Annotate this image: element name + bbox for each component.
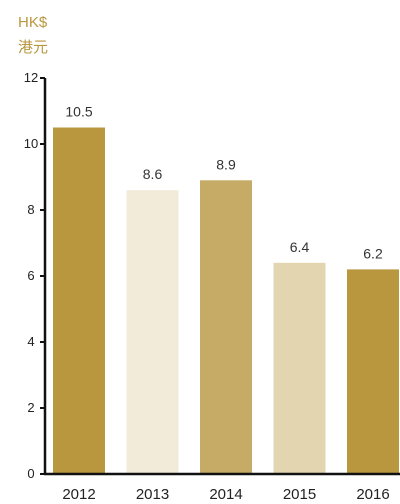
y-tick-label-8: 8 — [27, 202, 34, 217]
bar-2016 — [347, 269, 399, 474]
data-label-2015: 6.4 — [290, 239, 310, 255]
bar-2014 — [200, 180, 252, 475]
bar-2013 — [126, 190, 179, 474]
data-label-2016: 6.2 — [363, 245, 383, 261]
y-tick-label-2: 2 — [27, 400, 34, 415]
y-tick-label-6: 6 — [27, 268, 34, 283]
x-tick-label-2015: 2015 — [283, 486, 316, 503]
y-tick-label-4: 4 — [27, 334, 34, 349]
data-label-2014: 8.9 — [216, 156, 236, 172]
x-tick-label-2013: 2013 — [136, 486, 169, 503]
bar-2015 — [273, 262, 326, 474]
x-tick-label-2016: 2016 — [356, 486, 389, 503]
unit-label: HK$ — [18, 14, 48, 31]
x-tick-label-2012: 2012 — [62, 486, 95, 503]
y-tick-label-0: 0 — [27, 466, 34, 481]
data-label-2013: 8.6 — [143, 166, 163, 182]
unit-label-chinese: 港元 — [18, 38, 49, 56]
x-tick-label-2014: 2014 — [209, 486, 242, 503]
y-tick-label-10: 10 — [24, 136, 38, 151]
y-tick-label-12: 12 — [24, 70, 38, 85]
data-label-2012: 10.5 — [65, 104, 92, 120]
bar-2012 — [53, 127, 105, 474]
